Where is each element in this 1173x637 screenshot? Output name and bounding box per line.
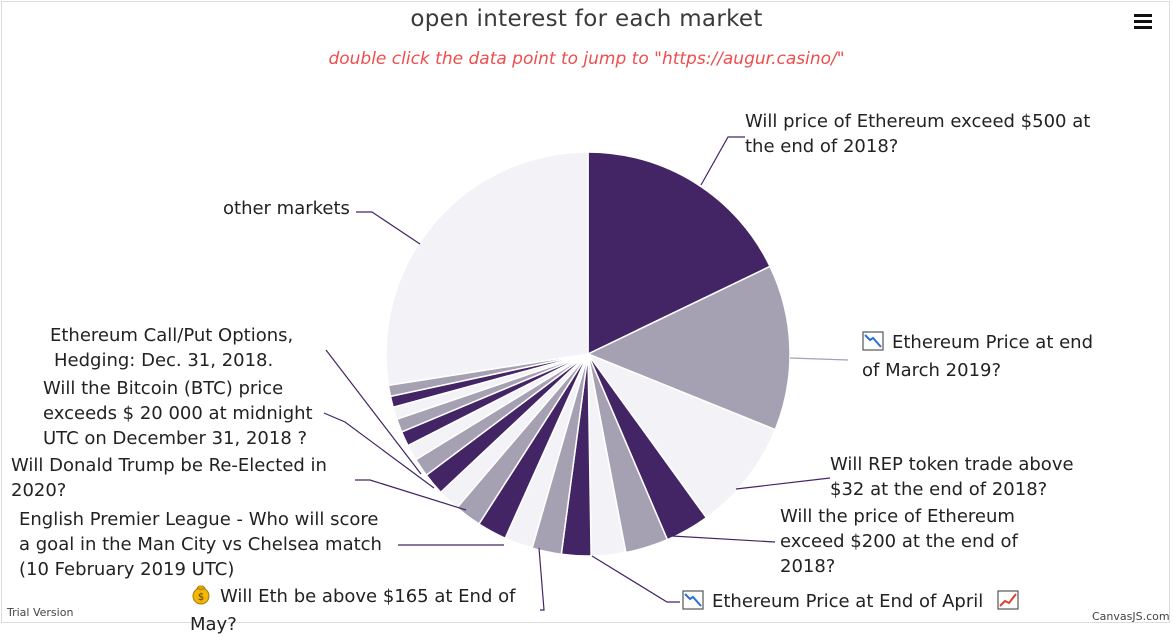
leader-line (323, 412, 435, 489)
data-label-eth-options: Ethereum Call/Put Options, Hedging: Dec.… (50, 325, 294, 371)
leader-line (700, 136, 745, 186)
data-label-premier-league: English Premier League - Who will score … (19, 509, 382, 580)
hamburger-menu-icon[interactable] (1128, 8, 1156, 36)
leader-line (538, 547, 545, 611)
data-label-eth-april: Ethereum Price at End of April (682, 589, 1027, 617)
leader-line (671, 535, 776, 543)
leader-line (789, 357, 849, 361)
data-label-eth-200: Will the price of Ethereum exceed $200 a… (780, 506, 1018, 577)
leader-line (356, 211, 421, 245)
credit-link[interactable]: CanvasJS.com (1092, 610, 1170, 623)
svg-text:$: $ (198, 592, 204, 603)
pie-slice-2[interactable] (585, 352, 777, 519)
pie-slice-1[interactable] (586, 265, 791, 431)
leader-line (591, 555, 680, 603)
chart-decreasing-icon (862, 331, 884, 358)
pie-slice-20[interactable] (385, 151, 589, 387)
data-label-eth-500: Will price of Ethereum exceed $500 at th… (745, 111, 1091, 157)
data-label-trump-2020: Will Donald Trump be Re-Elected in 2020? (11, 455, 327, 501)
leader-line (325, 349, 422, 475)
pie-slice-0[interactable] (587, 151, 772, 356)
data-label-other-markets: other markets (223, 198, 350, 219)
data-label-rep-token: Will REP token trade above $32 at the en… (830, 454, 1074, 500)
money-bag-icon: $ (190, 583, 212, 612)
chart-frame (1, 1, 1170, 623)
leader-line (735, 477, 831, 490)
data-label-bitcoin-20000: Will the Bitcoin (BTC) price exceeds $ 2… (43, 378, 313, 449)
data-label-eth-165-may: $ Will Eth be above $165 at End of May? (190, 583, 515, 637)
chart-subtitle: double click the data point to jump to "… (328, 49, 845, 69)
chart-title: open interest for each market (410, 6, 763, 32)
trial-version-text: Trial Version (7, 606, 74, 619)
data-label-eth-march-2019: Ethereum Price at end of March 2019? (862, 331, 1094, 381)
leader-line (355, 479, 467, 511)
chart-decreasing-icon (682, 590, 704, 617)
chart-increasing-icon (997, 590, 1019, 617)
